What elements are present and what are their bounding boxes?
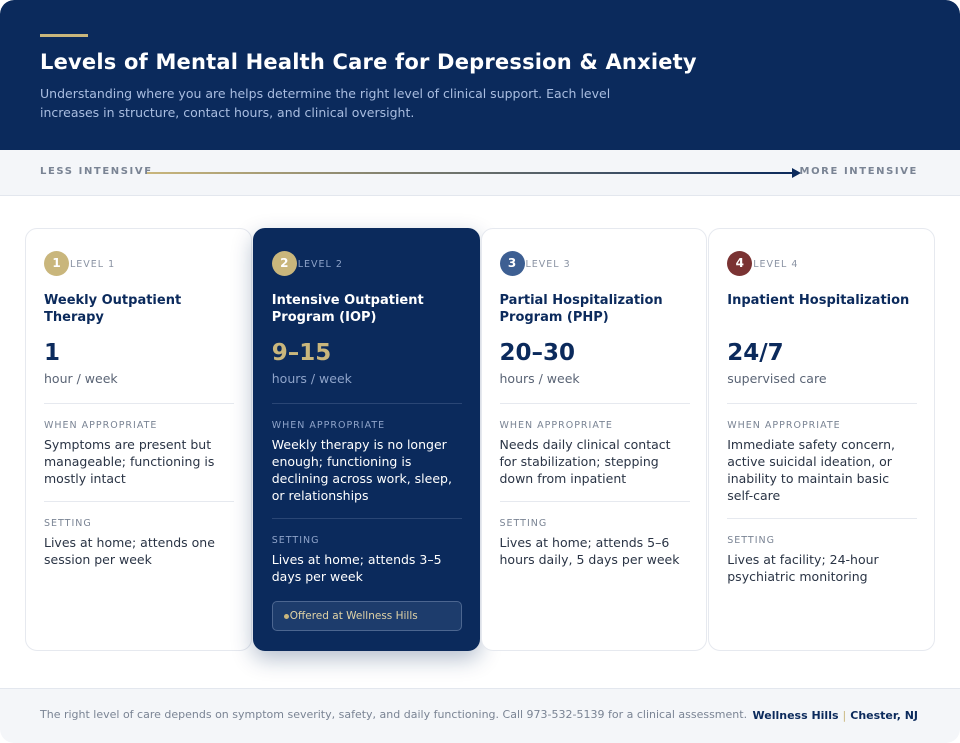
header: Levels of Mental Health Care for Depress… — [0, 0, 960, 150]
level-details: WHEN APPROPRIATE Needs daily clinical con… — [499, 403, 690, 582]
offered-badge: Offered at Wellness Hills — [271, 601, 462, 631]
level-card: 3 LEVEL 3 Partial Hospitalization Program … — [480, 228, 708, 651]
level-unit: hour / week — [44, 371, 118, 386]
level-card: 2 LEVEL 2 Intensive Outpatient Program (IO… — [252, 228, 480, 651]
level-number: 1 — [44, 251, 69, 276]
level-label: LEVEL 2 — [297, 259, 343, 270]
level-amount: 1 — [44, 340, 61, 366]
title: Levels of Mental Health Care for Depress… — [40, 50, 697, 74]
level-name: Partial Hospitalization Program (PHP) — [499, 293, 663, 325]
level-card: 4 LEVEL 4 Inpatient Hospitalization 24/7 sup… — [708, 228, 935, 651]
when-text: Immediate safety concern, active suicida… — [727, 437, 895, 503]
setting-label: SETTING — [44, 518, 92, 529]
scale-bar — [147, 172, 795, 174]
when-section: WHEN APPROPRIATE Needs daily clinical con… — [499, 403, 690, 501]
setting-section: SETTING Lives at facility; 24-hour psychi… — [727, 518, 918, 599]
setting-text: Lives at home; attends 5–6 hours daily, … — [499, 535, 680, 567]
level-number: 2 — [271, 251, 297, 276]
level-label: LEVEL 1 — [70, 259, 116, 270]
when-text: Symptoms are present but manageable; fun… — [44, 437, 215, 486]
footer-brand: Wellness Hills | Chester, NJ — [753, 709, 919, 722]
level-label: LEVEL 3 — [525, 259, 571, 270]
separator: | — [842, 709, 847, 722]
level-details: WHEN APPROPRIATE Immediate safety concern… — [727, 403, 918, 599]
scale-end: MORE INTENSIVE — [799, 166, 918, 177]
location: Chester, NJ — [850, 709, 918, 722]
level-details: WHEN APPROPRIATE Weekly therapy is no lon… — [271, 403, 462, 599]
when-label: WHEN APPROPRIATE — [271, 420, 386, 431]
setting-section: SETTING Lives at home; attends 5–6 hours … — [499, 501, 690, 582]
when-label: WHEN APPROPRIATE — [499, 420, 613, 431]
level-name: Weekly Outpatient Therapy — [44, 293, 182, 325]
when-section: WHEN APPROPRIATE Immediate safety concern… — [727, 403, 918, 518]
level-amount: 20–30 — [499, 340, 576, 366]
when-text: Weekly therapy is no longer enough; func… — [271, 437, 452, 503]
subtitle: Understanding where you are helps determ… — [40, 86, 611, 120]
level-name: Inpatient Hospitalization — [727, 293, 910, 308]
level-cards: 1 LEVEL 1 Weekly Outpatient Therapy 1 hour /… — [25, 228, 935, 651]
when-label: WHEN APPROPRIATE — [44, 420, 158, 431]
setting-label: SETTING — [271, 535, 320, 546]
scale-arrow — [792, 168, 801, 178]
level-amount: 24/7 — [727, 340, 784, 366]
level-unit: supervised care — [727, 371, 827, 386]
level-amount: 9–15 — [271, 340, 332, 366]
footer-note: The right level of care depends on sympt… — [40, 708, 748, 721]
when-label: WHEN APPROPRIATE — [727, 420, 841, 431]
scale-start: LESS INTENSIVE — [40, 166, 153, 177]
brand: Wellness Hills — [752, 709, 839, 722]
intensity-scale: LESS INTENSIVE MORE INTENSIVE — [0, 150, 960, 196]
setting-text: Lives at home; attends 3–5 days per week — [271, 552, 442, 584]
when-section: WHEN APPROPRIATE Weekly therapy is no lon… — [271, 403, 462, 518]
level-number: 4 — [727, 251, 753, 276]
when-section: WHEN APPROPRIATE Symptoms are present but… — [44, 403, 234, 501]
level-label: LEVEL 4 — [753, 259, 799, 270]
setting-section: SETTING Lives at home; attends 3–5 days p… — [271, 518, 462, 599]
when-text: Needs daily clinical contact for stabili… — [499, 437, 671, 486]
setting-section: SETTING Lives at home; attends one sessio… — [44, 501, 234, 582]
setting-text: Lives at facility; 24-hour psychiatric m… — [727, 552, 879, 584]
level-card: 1 LEVEL 1 Weekly Outpatient Therapy 1 hour /… — [25, 228, 252, 651]
setting-label: SETTING — [727, 535, 775, 546]
level-unit: hours / week — [271, 371, 352, 386]
footer: The right level of care depends on sympt… — [0, 688, 960, 743]
level-number: 3 — [499, 251, 525, 276]
level-details: WHEN APPROPRIATE Symptoms are present but… — [44, 403, 234, 582]
level-unit: hours / week — [499, 371, 580, 386]
setting-label: SETTING — [499, 518, 548, 529]
level-name: Intensive Outpatient Program (IOP) — [271, 293, 424, 325]
accent-line — [40, 34, 88, 37]
setting-text: Lives at home; attends one session per w… — [44, 535, 215, 567]
